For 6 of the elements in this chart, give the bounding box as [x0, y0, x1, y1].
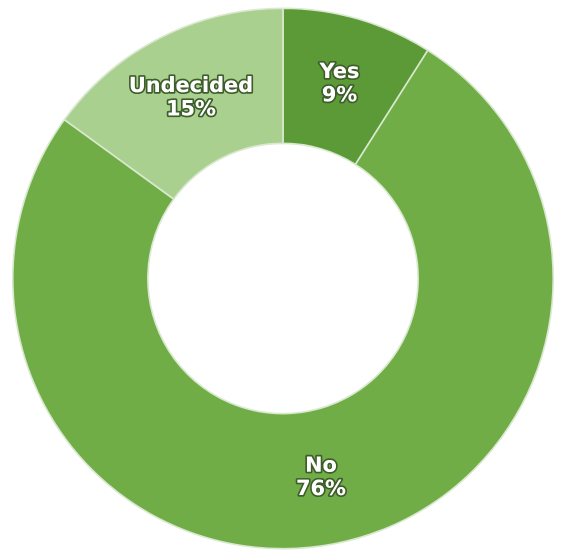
slice-label: Undecided [130, 76, 252, 92]
slice-label: No [307, 456, 336, 472]
data-label: 76% [297, 480, 346, 496]
data-label: 15% [168, 100, 216, 116]
data-label: 9% [322, 86, 357, 102]
slice-label: Yes [319, 62, 358, 78]
